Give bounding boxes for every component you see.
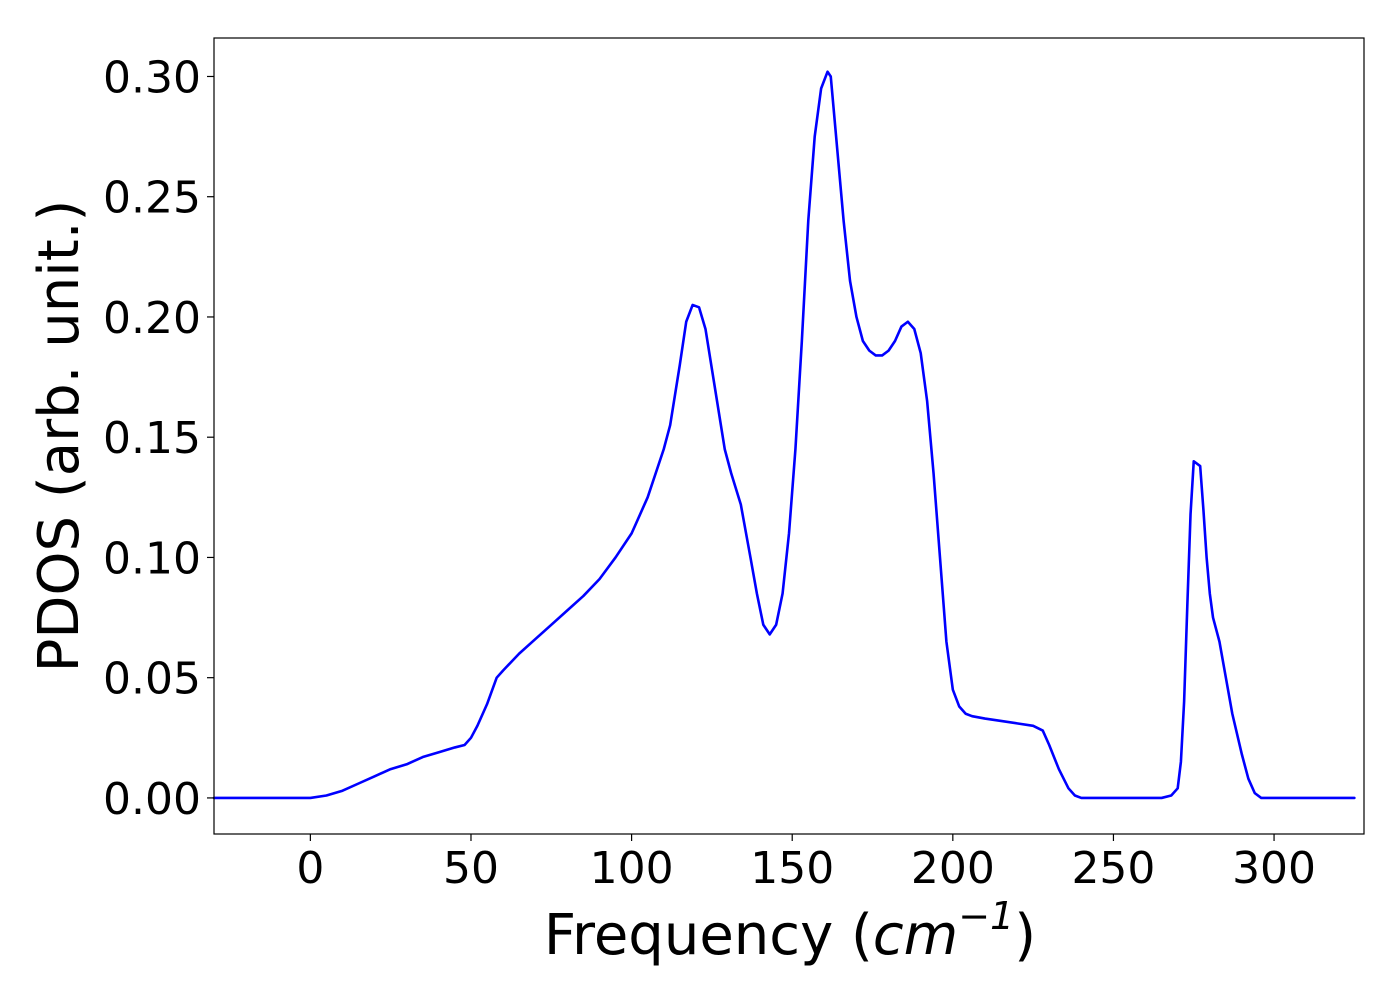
y-tick-label: 0.20 [103, 293, 201, 344]
x-tick-label: 100 [590, 843, 674, 894]
series-layer [212, 70, 1356, 800]
y-tick-label: 0.25 [103, 173, 201, 224]
y-tick-label: 0.05 [103, 654, 201, 705]
x-axis-label-exponent: −1 [958, 894, 1014, 938]
x-axis-label: Frequency (cm−1) [544, 894, 1036, 968]
x-tick-label: 300 [1232, 843, 1316, 894]
x-axis-ticks: 0 50 100 150 200 250 300 [296, 834, 1316, 894]
y-tick-label: 0.15 [103, 413, 201, 464]
x-tick-label: 0 [296, 843, 324, 894]
x-axis-label-unit: cm [873, 903, 958, 968]
x-axis-label-suffix: ) [1014, 903, 1036, 968]
x-tick-label: 150 [750, 843, 834, 894]
y-tick-label: 0.30 [103, 52, 201, 103]
y-tick-label: 0.00 [103, 774, 201, 825]
y-axis-label: PDOS (arb. unit.) [27, 200, 92, 673]
x-tick-label: 200 [911, 843, 995, 894]
y-tick-label: 0.10 [103, 533, 201, 584]
plot-frame [213, 37, 1365, 835]
x-tick-label: 50 [443, 843, 499, 894]
x-tick-label: 250 [1071, 843, 1155, 894]
x-axis-label-prefix: Frequency ( [544, 903, 873, 968]
y-axis-ticks: 0.00 0.05 0.10 0.15 0.20 0.25 0.30 [103, 52, 214, 825]
series-line-0 [212, 70, 1356, 800]
